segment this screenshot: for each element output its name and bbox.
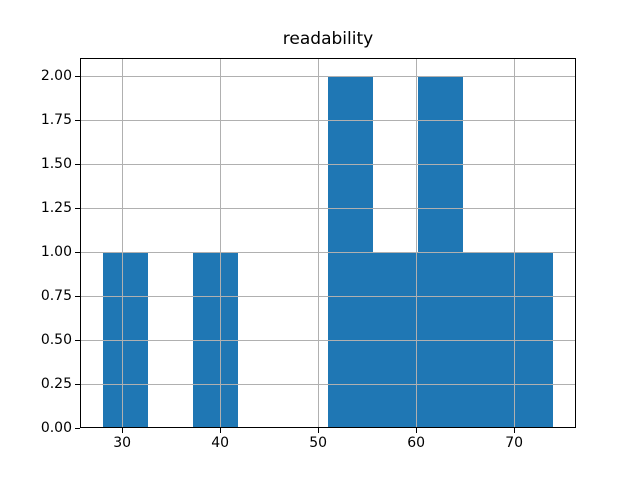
y-tick-mark [75, 384, 80, 385]
grid-layer [80, 58, 576, 428]
chart-title: readability [282, 29, 374, 49]
histogram-bar [418, 75, 464, 428]
gridline-horizontal [80, 163, 576, 165]
x-tick-mark [220, 428, 222, 433]
y-tick-mark [75, 251, 80, 253]
gridline-horizontal [80, 207, 576, 209]
x-tick-label: 30 [113, 435, 132, 451]
y-tick-mark [75, 339, 80, 341]
y-tick-mark [75, 163, 80, 165]
gridline-horizontal [80, 295, 576, 297]
gridline-horizontal [80, 339, 576, 341]
y-tick-mark [75, 119, 80, 121]
y-tick-label: 2.00 [40, 67, 72, 84]
gridline-vertical [318, 58, 320, 428]
y-tick-label: 0.00 [40, 420, 72, 436]
gridline-vertical [220, 58, 222, 428]
x-tick-label: 70 [505, 435, 524, 451]
x-tick-mark [122, 428, 124, 433]
gridline-vertical [514, 58, 516, 428]
x-tick-label: 60 [407, 435, 426, 451]
y-tick-label: 1.25 [40, 199, 72, 216]
y-tick-label: 0.25 [40, 376, 72, 392]
x-tick-mark [318, 428, 320, 433]
y-tick-label: 1.75 [40, 111, 72, 128]
y-tick-label: 1.50 [40, 155, 72, 172]
x-tick-label: 40 [211, 435, 230, 451]
x-tick-label: 50 [309, 435, 328, 451]
x-tick-mark [514, 428, 516, 433]
gridline-vertical [122, 58, 124, 428]
y-tick-label: 0.50 [40, 331, 72, 348]
y-tick-label: 1.00 [40, 243, 72, 260]
gridline-horizontal [80, 75, 576, 77]
plot-area [80, 58, 576, 428]
y-tick-mark [75, 75, 80, 77]
y-tick-mark [75, 428, 80, 429]
y-tick-label: 0.75 [40, 287, 72, 304]
gridline-vertical [416, 58, 418, 428]
histogram-bar [328, 75, 374, 428]
y-tick-mark [75, 295, 80, 297]
gridline-horizontal [80, 119, 576, 121]
x-tick-mark [416, 428, 418, 433]
gridline-horizontal [80, 251, 576, 253]
gridline-horizontal [80, 384, 576, 385]
y-tick-mark [75, 207, 80, 209]
